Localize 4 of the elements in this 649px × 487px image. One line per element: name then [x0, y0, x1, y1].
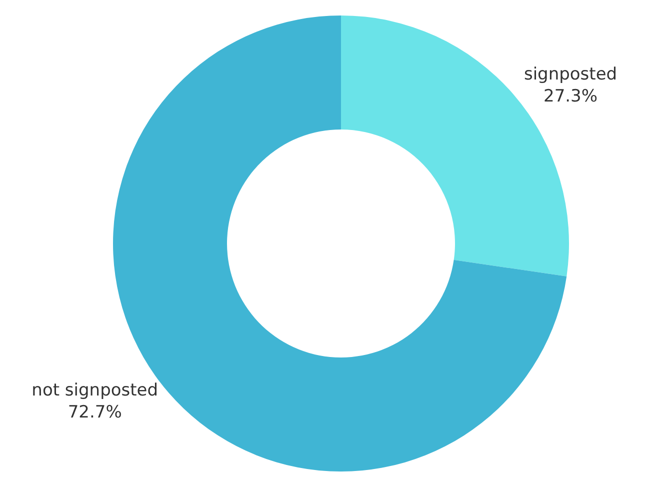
slice-label: signposted [524, 64, 618, 84]
data-label: 72.7% [68, 402, 122, 423]
data-label: 27.3% [544, 86, 598, 106]
slice-label: not signposted [32, 380, 158, 401]
